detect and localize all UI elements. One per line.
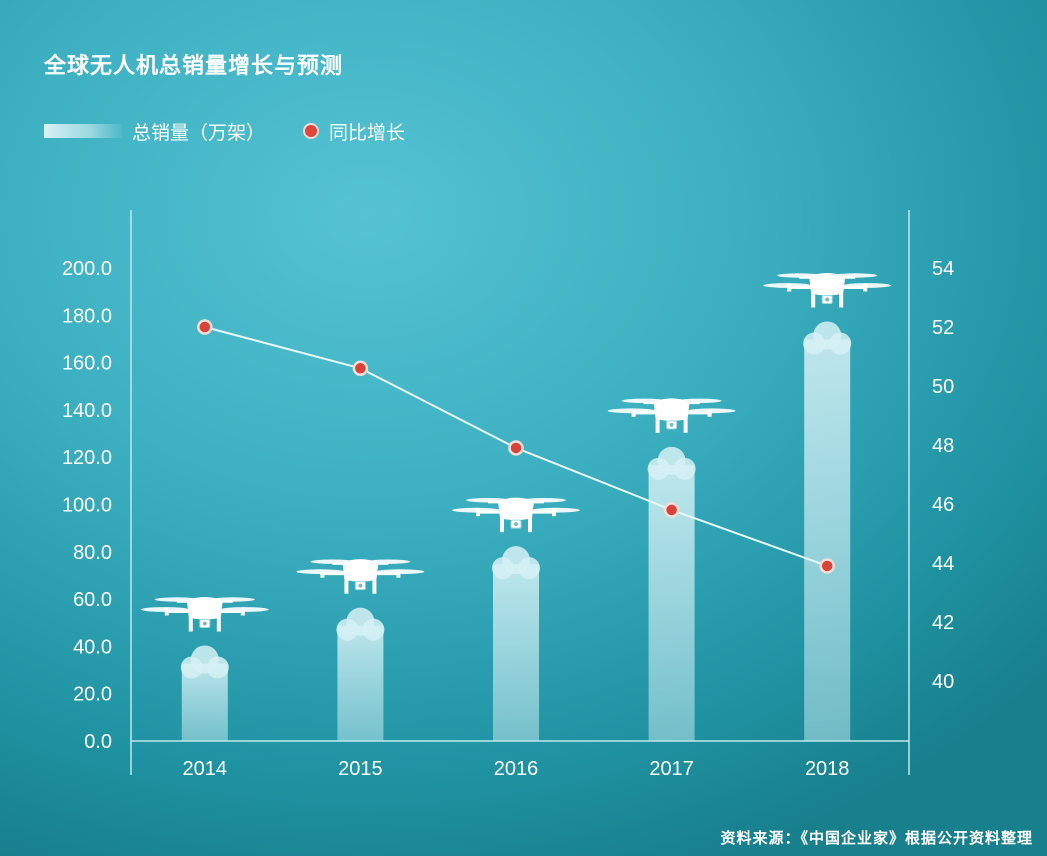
drone-icon: [294, 557, 426, 596]
y-left-tick-label: 180.0: [62, 305, 112, 327]
x-tick-label: 2017: [649, 758, 694, 780]
legend: 总销量（万架） 同比增长: [44, 118, 405, 144]
drone-icon: [139, 595, 271, 633]
drone-icon: [606, 396, 738, 435]
y-right-tick-label: 42: [932, 612, 954, 634]
legend-label-sales: 总销量（万架）: [132, 121, 266, 144]
y-right-tick-label: 54: [932, 258, 954, 280]
growth-point-2014: [197, 319, 213, 335]
x-tick-label: 2016: [494, 758, 539, 780]
y-left-tick-label: 160.0: [62, 353, 112, 375]
growth-point-2017: [663, 502, 680, 518]
y-right-tick-label: 40: [932, 671, 954, 693]
y-left-tick-label: 200.0: [62, 258, 112, 280]
bar-2016: [492, 546, 540, 741]
x-tick-label: 2018: [805, 758, 850, 780]
x-tick-label: 2014: [183, 758, 228, 780]
y-right-tick-label: 44: [932, 553, 954, 575]
y-right-tick-label: 48: [932, 435, 954, 457]
y-left-tick-label: 60.0: [73, 589, 112, 611]
bar-2017: [647, 446, 696, 741]
y-left-tick-label: 120.0: [62, 447, 112, 469]
y-right-tick-label: 52: [932, 317, 954, 339]
drone-icon: [450, 496, 582, 534]
y-left-tick-label: 40.0: [73, 636, 112, 658]
growth-point-2016: [508, 440, 524, 456]
growth-point-2018: [819, 558, 835, 574]
y-left-tick-label: 0.0: [84, 731, 112, 753]
bar-2018: [803, 321, 852, 741]
legend-label-growth: 同比增长: [329, 121, 406, 144]
drone-icon: [761, 271, 893, 309]
source-note: 资料来源：《中国企业家》根据公开资料整理: [720, 829, 1033, 847]
y-left-tick-label: 80.0: [73, 542, 112, 564]
legend-swatch-growth: [303, 123, 320, 139]
y-left-tick-label: 140.0: [62, 400, 112, 422]
y-left-tick-label: 20.0: [73, 684, 112, 706]
bar-2015: [336, 607, 385, 741]
legend-swatch-sales: [44, 124, 122, 138]
y-left-tick-label: 100.0: [62, 495, 112, 517]
x-tick-label: 2015: [338, 758, 383, 780]
chart-title: 全球无人机总销量增长与预测: [44, 54, 344, 79]
y-right-tick-label: 46: [932, 494, 954, 516]
y-right-tick-label: 50: [932, 376, 954, 398]
bar-2014: [180, 645, 229, 741]
growth-point-2015: [352, 360, 369, 377]
